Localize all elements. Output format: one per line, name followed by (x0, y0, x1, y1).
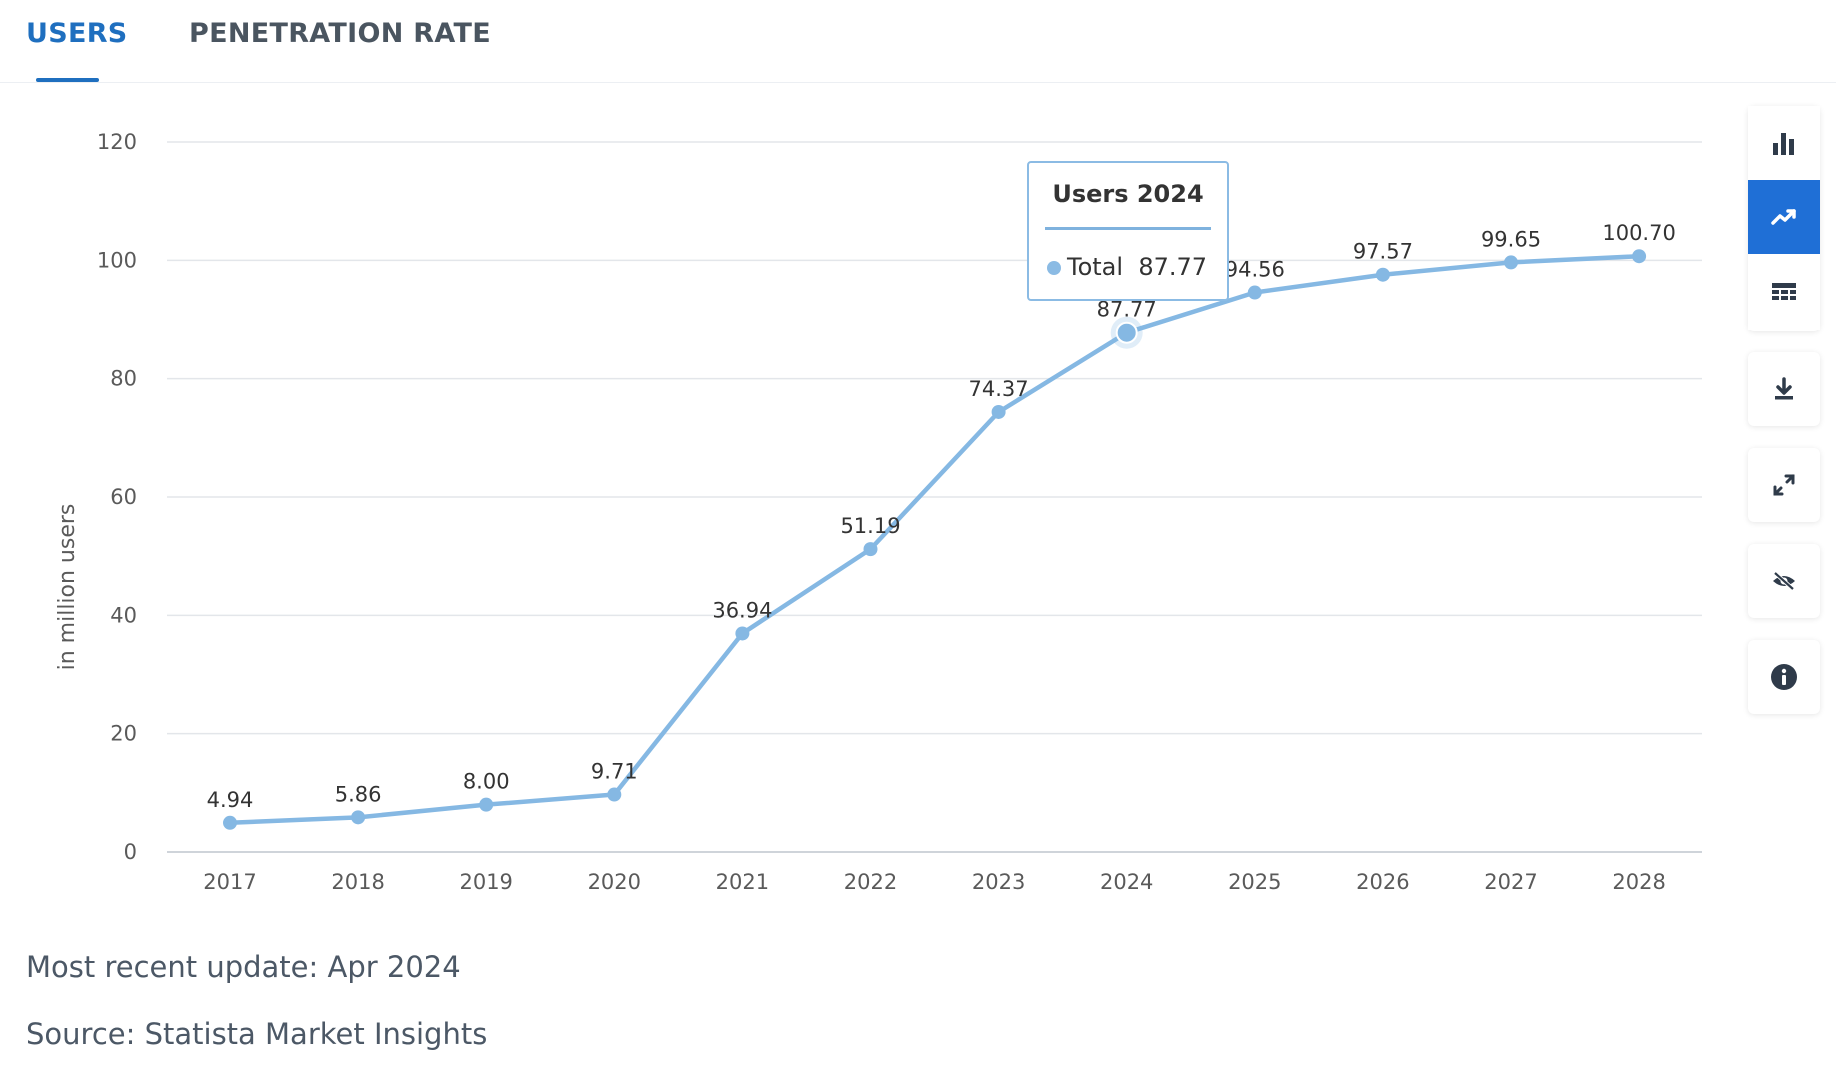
line-chart-button[interactable] (1748, 180, 1820, 254)
data-label-2027: 99.65 (1481, 227, 1541, 251)
data-label-2026: 97.57 (1353, 240, 1413, 264)
data-label-2024: 87.77 (1097, 298, 1157, 322)
x-tick-2020: 2020 (588, 870, 641, 894)
tooltip: Users 2024 Total 87.77 (1027, 161, 1229, 301)
x-tick-2022: 2022 (844, 870, 897, 894)
tooltip-series: Total (1067, 253, 1124, 281)
active-tab-indicator (36, 78, 99, 82)
point-2022 (863, 542, 878, 557)
y-axis-label: in million users (55, 504, 80, 671)
data-label-2017: 4.94 (207, 788, 254, 812)
series-marker-icon (1047, 261, 1061, 275)
tooltip-value: 87.77 (1138, 253, 1208, 281)
point-2021 (735, 626, 750, 641)
point-2027 (1504, 255, 1518, 270)
x-tick-2018: 2018 (331, 870, 384, 894)
y-tick-0: 0 (124, 840, 137, 864)
x-tick-2028: 2028 (1612, 870, 1665, 894)
y-tick-40: 40 (110, 603, 137, 627)
x-tick-2017: 2017 (203, 870, 256, 894)
info-icon (1771, 664, 1797, 690)
data-label-2025: 94.56 (1225, 258, 1285, 282)
x-axis-ticks: 2017 2018 2019 2020 2021 2022 2023 2024 2025 2026… (203, 870, 1666, 894)
update-note: Most recent update: Apr 2024 (26, 950, 461, 984)
y-tick-80: 80 (110, 367, 137, 391)
point-2026 (1375, 267, 1390, 282)
tooltip-title: Users 2024 (1052, 180, 1204, 208)
tooltip-row: Total 87.77 (1047, 253, 1207, 281)
line-chart: 0 20 40 60 80 100 120 2017 2018 2019 2020 2021 2022… (55, 130, 1702, 894)
point-2019 (479, 797, 494, 812)
x-tick-2019: 2019 (459, 870, 512, 894)
bar-chart-icon (1773, 133, 1794, 155)
tab-users[interactable]: USERS (26, 18, 128, 49)
point-2018 (351, 810, 366, 825)
download-button[interactable] (1748, 352, 1820, 426)
bar-chart-button[interactable] (1748, 106, 1820, 180)
x-tick-2023: 2023 (972, 870, 1025, 894)
data-label-2018: 5.86 (335, 782, 382, 806)
x-tick-2027: 2027 (1484, 870, 1537, 894)
x-tick-2024: 2024 (1100, 870, 1153, 894)
tab-bar: USERS PENETRATION RATE (0, 0, 1836, 83)
tab-penetration-rate[interactable]: PENETRATION RATE (189, 18, 491, 49)
download-icon (1775, 377, 1793, 400)
y-tick-60: 60 (110, 485, 137, 509)
y-tick-100: 100 (97, 248, 137, 272)
y-axis-ticks: 0 20 40 60 80 100 120 (97, 130, 137, 864)
fullscreen-button[interactable] (1748, 448, 1820, 522)
point-2020 (607, 787, 622, 802)
table-icon (1772, 283, 1796, 300)
x-tick-2021: 2021 (716, 870, 769, 894)
data-label-2028: 100.70 (1602, 221, 1675, 245)
data-label-2023: 74.37 (969, 377, 1029, 401)
eye-off-icon (1773, 571, 1795, 591)
fullscreen-icon (1773, 474, 1795, 496)
data-label-2022: 51.19 (840, 514, 900, 538)
line-chart-icon (1771, 209, 1796, 225)
series-total (223, 249, 1647, 830)
data-labels: 4.94 5.86 8.00 9.71 36.94 51.19 74.37 87.77 94.5… (207, 221, 1676, 812)
point-2025 (1247, 285, 1262, 300)
y-tick-120: 120 (97, 130, 137, 154)
gridlines (167, 141, 1702, 853)
point-2024 (1115, 321, 1138, 344)
info-button[interactable] (1748, 640, 1820, 714)
point-2023 (991, 404, 1006, 419)
data-label-2021: 36.94 (712, 598, 772, 622)
tooltip-divider (1045, 227, 1211, 230)
table-button[interactable] (1748, 254, 1820, 330)
point-2017 (223, 815, 237, 830)
y-tick-20: 20 (110, 722, 137, 746)
x-tick-2025: 2025 (1228, 870, 1281, 894)
x-tick-2026: 2026 (1356, 870, 1409, 894)
hide-button[interactable] (1748, 544, 1820, 618)
series-line (227, 253, 1642, 826)
data-label-2020: 9.71 (591, 760, 638, 784)
point-2028 (1632, 249, 1647, 264)
data-label-2019: 8.00 (463, 770, 510, 794)
source-note: Source: Statista Market Insights (26, 1017, 488, 1051)
